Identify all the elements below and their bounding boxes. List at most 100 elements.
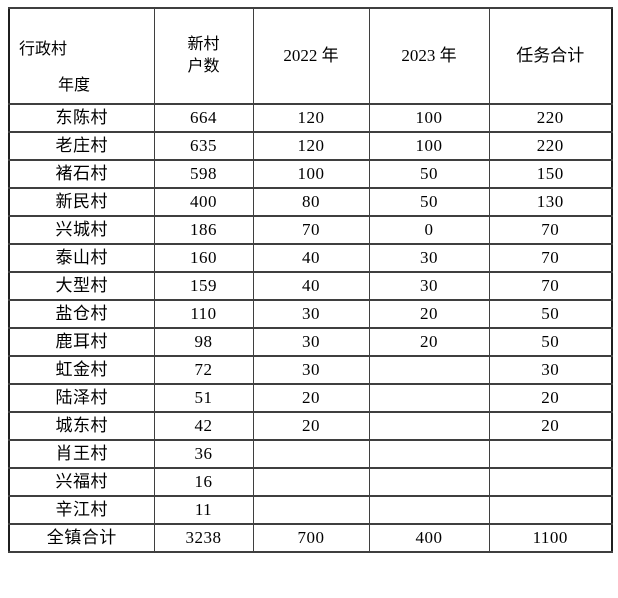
y2022-value: 70 (252, 215, 370, 245)
total-value: 20 (488, 411, 613, 441)
village-name: 东陈村 (8, 103, 155, 133)
households-value: 11 (153, 495, 254, 525)
y2023-value: 100 (368, 131, 490, 161)
village-name: 泰山村 (8, 243, 155, 273)
table-row-chengdong: 城东村 42 20 20 (8, 411, 613, 441)
y2023-value: 30 (368, 271, 490, 301)
col-header-2023: 2023 年 (368, 7, 490, 105)
total-value: 30 (488, 355, 613, 385)
town-total-y2023: 400 (368, 523, 490, 553)
households-value: 42 (153, 411, 254, 441)
households-value: 159 (153, 271, 254, 301)
total-value: 150 (488, 159, 613, 189)
households-value: 51 (153, 383, 254, 413)
y2023-value (368, 467, 490, 497)
y2022-value: 30 (252, 355, 370, 385)
y2022-value: 20 (252, 411, 370, 441)
total-value (488, 495, 613, 525)
y2022-value (252, 439, 370, 469)
y2023-value (368, 495, 490, 525)
y2023-value (368, 411, 490, 441)
table-row-luze: 陆泽村 51 20 20 (8, 383, 613, 413)
total-value: 130 (488, 187, 613, 217)
households-value: 400 (153, 187, 254, 217)
table-row-yancang: 盐仓村 110 30 20 50 (8, 299, 613, 329)
total-value: 50 (488, 327, 613, 357)
town-total-y2022: 700 (252, 523, 370, 553)
town-total-households: 3238 (153, 523, 254, 553)
total-value: 70 (488, 215, 613, 245)
table-row-chushi: 褚石村 598 100 50 150 (8, 159, 613, 189)
y2022-value: 80 (252, 187, 370, 217)
town-total-total: 1100 (488, 523, 613, 553)
total-value: 70 (488, 271, 613, 301)
table-row-daxing: 大型村 159 40 30 70 (8, 271, 613, 301)
village-name: 城东村 (8, 411, 155, 441)
table-row-laozhuang: 老庄村 635 120 100 220 (8, 131, 613, 161)
village-name: 鹿耳村 (8, 327, 155, 357)
table-row-taishan: 泰山村 160 40 30 70 (8, 243, 613, 273)
y2022-value: 120 (252, 103, 370, 133)
y2022-value: 20 (252, 383, 370, 413)
village-task-table: 行政村 年度 新村 户数 2022 年 2023 年 任务合计 东陈村 664 … (8, 7, 613, 553)
total-value: 220 (488, 103, 613, 133)
table-row-xingcheng: 兴城村 186 70 0 70 (8, 215, 613, 245)
table-row-xinmin: 新民村 400 80 50 130 (8, 187, 613, 217)
table-row-hongjin: 虹金村 72 30 30 (8, 355, 613, 385)
y2023-value: 50 (368, 159, 490, 189)
y2022-value: 30 (252, 299, 370, 329)
households-value: 598 (153, 159, 254, 189)
village-name: 肖王村 (8, 439, 155, 469)
town-total-label: 全镇合计 (8, 523, 155, 553)
households-value: 160 (153, 243, 254, 273)
y2022-value (252, 495, 370, 525)
y2023-value (368, 383, 490, 413)
village-name: 大型村 (8, 271, 155, 301)
y2023-value: 30 (368, 243, 490, 273)
households-value: 664 (153, 103, 254, 133)
y2023-value: 20 (368, 299, 490, 329)
y2023-value: 0 (368, 215, 490, 245)
village-name: 褚石村 (8, 159, 155, 189)
village-name: 兴城村 (8, 215, 155, 245)
households-value: 72 (153, 355, 254, 385)
households-value: 36 (153, 439, 254, 469)
y2023-value: 50 (368, 187, 490, 217)
col-header-2022: 2022 年 (252, 7, 370, 105)
village-name: 陆泽村 (8, 383, 155, 413)
total-value: 50 (488, 299, 613, 329)
village-name: 虹金村 (8, 355, 155, 385)
village-name: 辛江村 (8, 495, 155, 525)
households-value: 16 (153, 467, 254, 497)
village-name: 兴福村 (8, 467, 155, 497)
table-row-xiaowang: 肖王村 36 (8, 439, 613, 469)
households-value: 635 (153, 131, 254, 161)
households-value: 110 (153, 299, 254, 329)
y2022-value: 40 (252, 271, 370, 301)
y2022-value: 30 (252, 327, 370, 357)
col-header-households-line1: 新村 (187, 36, 220, 54)
y2022-value: 120 (252, 131, 370, 161)
table-row-luer: 鹿耳村 98 30 20 50 (8, 327, 613, 357)
y2022-value (252, 467, 370, 497)
corner-col-axis-label: 年度 (58, 76, 91, 94)
corner-row-axis-label: 行政村 (19, 41, 68, 58)
total-value: 220 (488, 131, 613, 161)
y2023-value: 100 (368, 103, 490, 133)
total-value: 70 (488, 243, 613, 273)
y2023-value (368, 439, 490, 469)
col-header-households-line2: 户数 (187, 58, 220, 75)
col-header-task-total: 任务合计 (488, 7, 613, 105)
households-value: 186 (153, 215, 254, 245)
village-name: 老庄村 (8, 131, 155, 161)
table-row-xinjiang: 辛江村 11 (8, 495, 613, 525)
table-row-xingfu: 兴福村 16 (8, 467, 613, 497)
col-header-households: 新村 户数 (153, 7, 254, 105)
households-value: 98 (153, 327, 254, 357)
town-total-row: 全镇合计 3238 700 400 1100 (8, 523, 613, 553)
village-name: 盐仓村 (8, 299, 155, 329)
village-name: 新民村 (8, 187, 155, 217)
y2022-value: 40 (252, 243, 370, 273)
y2023-value: 20 (368, 327, 490, 357)
